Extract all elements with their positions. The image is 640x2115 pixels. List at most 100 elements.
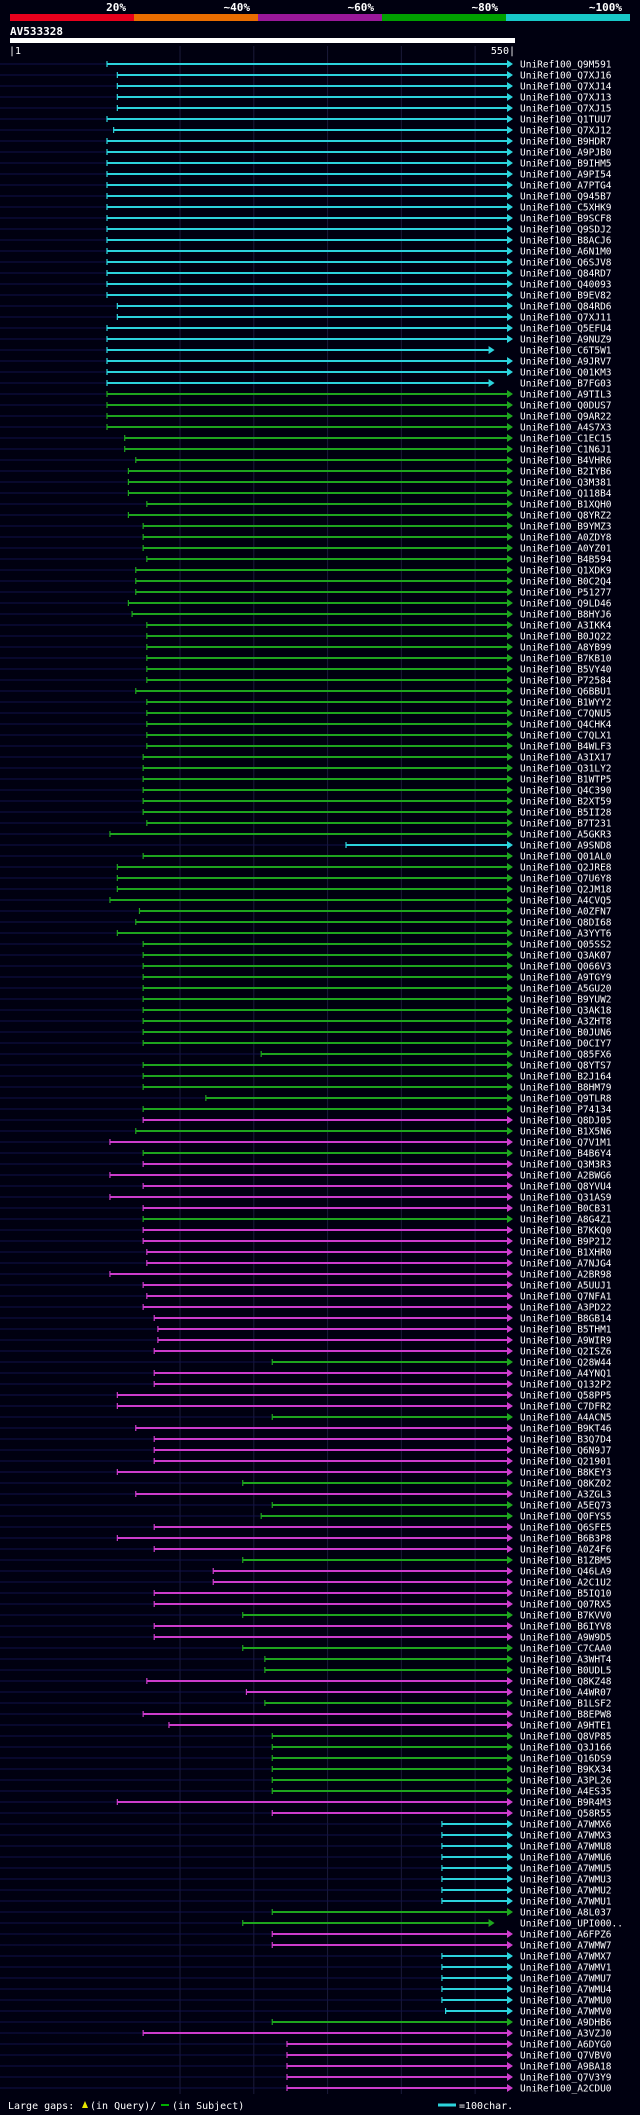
hit-label[interactable]: UniRef100_Q066V3 — [520, 962, 612, 973]
hit-label[interactable]: UniRef100_Q3AK18 — [520, 1006, 612, 1017]
hit-label[interactable]: UniRef100_A7WMU5 — [520, 1864, 612, 1875]
hit-label[interactable]: UniRef100_Q01AL0 — [520, 852, 612, 863]
hit-row[interactable]: UniRef100_B0UDL5 — [0, 1666, 612, 1677]
hit-label[interactable]: UniRef100_B7FG03 — [520, 379, 612, 390]
hit-label[interactable]: UniRef100_Q7XJ14 — [520, 82, 612, 93]
hit-label[interactable]: UniRef100_Q8YVU4 — [520, 1182, 612, 1193]
hit-row[interactable]: UniRef100_B4B594 — [0, 555, 612, 566]
hit-row[interactable]: UniRef100_C7QLX1 — [0, 731, 612, 742]
hit-row[interactable]: UniRef100_B9SCF8 — [0, 214, 612, 225]
hit-row[interactable]: UniRef100_C7CAA0 — [0, 1644, 612, 1655]
hit-label[interactable]: UniRef100_A9TIL3 — [520, 390, 612, 401]
hit-label[interactable]: UniRef100_Q7V1M1 — [520, 1138, 612, 1149]
hit-label[interactable]: UniRef100_Q58R55 — [520, 1809, 612, 1820]
hit-label[interactable]: UniRef100_Q7XJ11 — [520, 313, 612, 324]
hit-row[interactable]: UniRef100_A9WIR9 — [0, 1336, 612, 1347]
hit-label[interactable]: UniRef100_Q7NFA1 — [520, 1292, 612, 1303]
hit-label[interactable]: UniRef100_A7PTG4 — [520, 181, 612, 192]
hit-label[interactable]: UniRef100_Q3AK07 — [520, 951, 612, 962]
hit-label[interactable]: UniRef100_B0JUN6 — [520, 1028, 612, 1039]
hit-row[interactable]: UniRef100_A3IX17 — [0, 753, 612, 764]
hit-row[interactable]: UniRef100_A7NJG4 — [0, 1259, 612, 1270]
hit-label[interactable]: UniRef100_Q84RD6 — [520, 302, 612, 313]
hit-row[interactable]: UniRef100_Q8YTS7 — [0, 1061, 612, 1072]
hit-label[interactable]: UniRef100_Q07RX5 — [520, 1600, 612, 1611]
hit-row[interactable]: UniRef100_B9KX34 — [0, 1765, 612, 1776]
hit-row[interactable]: UniRef100_A7WMV1 — [0, 1963, 612, 1974]
hit-row[interactable]: UniRef100_P74134 — [0, 1105, 612, 1116]
hit-label[interactable]: UniRef100_C7QLX1 — [520, 731, 612, 742]
hit-row[interactable]: UniRef100_Q1XDK9 — [0, 566, 612, 577]
hit-row[interactable]: UniRef100_Q7V1M1 — [0, 1138, 612, 1149]
hit-row[interactable]: UniRef100_A4ES35 — [0, 1787, 612, 1798]
hit-row[interactable]: UniRef100_C1N6J1 — [0, 445, 612, 456]
hit-row[interactable]: UniRef100_Q9LD46 — [0, 599, 612, 610]
hit-row[interactable]: UniRef100_A5UUJ1 — [0, 1281, 612, 1292]
hit-row[interactable]: UniRef100_B8EPW8 — [0, 1710, 612, 1721]
hit-row[interactable]: UniRef100_B9KT46 — [0, 1424, 612, 1435]
hit-row[interactable]: UniRef100_B2XT59 — [0, 797, 612, 808]
hit-row[interactable]: UniRef100_A9PJB0 — [0, 148, 612, 159]
hit-label[interactable]: UniRef100_Q6N9J7 — [520, 1446, 612, 1457]
hit-row[interactable]: UniRef100_A8L037 — [0, 1908, 612, 1919]
hit-label[interactable]: UniRef100_A2BWG6 — [520, 1171, 612, 1182]
hit-row[interactable]: UniRef100_B6B3P8 — [0, 1534, 612, 1545]
hit-label[interactable]: UniRef100_A7WMX3 — [520, 1831, 612, 1842]
hit-label[interactable]: UniRef100_Q8YTS7 — [520, 1061, 612, 1072]
hit-label[interactable]: UniRef100_P72584 — [520, 676, 612, 687]
hit-label[interactable]: UniRef100_Q9M591 — [520, 60, 612, 71]
hit-row[interactable]: UniRef100_A7WMU0 — [0, 1996, 612, 2007]
hit-label[interactable]: UniRef100_B0UDL5 — [520, 1666, 612, 1677]
hit-row[interactable]: UniRef100_Q6N9J7 — [0, 1446, 612, 1457]
hit-label[interactable]: UniRef100_B8HM79 — [520, 1083, 612, 1094]
hit-row[interactable]: UniRef100_B0JUN6 — [0, 1028, 612, 1039]
hit-label[interactable]: UniRef100_B0CB31 — [520, 1204, 612, 1215]
hit-row[interactable]: UniRef100_Q066V3 — [0, 962, 612, 973]
hit-row[interactable]: UniRef100_Q3M3R3 — [0, 1160, 612, 1171]
hit-label[interactable]: UniRef100_A2CDU0 — [520, 2084, 612, 2095]
hit-label[interactable]: UniRef100_A0ZFN7 — [520, 907, 612, 918]
hit-row[interactable]: UniRef100_A4CVQ5 — [0, 896, 612, 907]
hit-row[interactable]: UniRef100_A9JRV7 — [0, 357, 612, 368]
hit-label[interactable]: UniRef100_B7T231 — [520, 819, 612, 830]
hit-row[interactable]: UniRef100_P51277 — [0, 588, 612, 599]
hit-label[interactable]: UniRef100_A8YB99 — [520, 643, 612, 654]
hit-row[interactable]: UniRef100_A7WMU1 — [0, 1897, 612, 1908]
hit-label[interactable]: UniRef100_Q7XJ13 — [520, 93, 612, 104]
hit-row[interactable]: UniRef100_A7WMU7 — [0, 1974, 612, 1985]
hit-row[interactable]: UniRef100_Q16DS9 — [0, 1754, 612, 1765]
hit-label[interactable]: UniRef100_A9HTE1 — [520, 1721, 612, 1732]
hit-label[interactable]: UniRef100_A9WIR9 — [520, 1336, 612, 1347]
hit-row[interactable]: UniRef100_A7WMU2 — [0, 1886, 612, 1897]
hit-label[interactable]: UniRef100_A4S7X3 — [520, 423, 612, 434]
hit-row[interactable]: UniRef100_B8ACJ6 — [0, 236, 612, 247]
hit-label[interactable]: UniRef100_A0Z4F6 — [520, 1545, 612, 1556]
hit-row[interactable]: UniRef100_B0CB31 — [0, 1204, 612, 1215]
hit-row[interactable]: UniRef100_Q0DUS7 — [0, 401, 612, 412]
hit-label[interactable]: UniRef100_B8ACJ6 — [520, 236, 612, 247]
hit-label[interactable]: UniRef100_B3Q7D4 — [520, 1435, 612, 1446]
hit-label[interactable]: UniRef100_A7WMU1 — [520, 1897, 612, 1908]
hit-label[interactable]: UniRef100_A7NJG4 — [520, 1259, 612, 1270]
hit-row[interactable]: UniRef100_Q31AS9 — [0, 1193, 612, 1204]
hit-row[interactable]: UniRef100_Q9AR22 — [0, 412, 612, 423]
hit-row[interactable]: UniRef100_Q85FX6 — [0, 1050, 612, 1061]
hit-row[interactable]: UniRef100_Q7XJ16 — [0, 71, 612, 82]
hit-label[interactable]: UniRef100_A3WHT4 — [520, 1655, 612, 1666]
hit-label[interactable]: UniRef100_A8G4Z1 — [520, 1215, 612, 1226]
hit-label[interactable]: UniRef100_Q2JRE8 — [520, 863, 612, 874]
hit-label[interactable]: UniRef100_B2IYB6 — [520, 467, 612, 478]
hit-row[interactable]: UniRef100_A6FPZ6 — [0, 1930, 612, 1941]
hit-label[interactable]: UniRef100_A9TGY9 — [520, 973, 612, 984]
hit-row[interactable]: UniRef100_B2IYB6 — [0, 467, 612, 478]
hit-label[interactable]: UniRef100_Q40093 — [520, 280, 612, 291]
hit-label[interactable]: UniRef100_A4ES35 — [520, 1787, 612, 1798]
hit-row[interactable]: UniRef100_A0ZDY8 — [0, 533, 612, 544]
hit-row[interactable]: UniRef100_Q9SDJ2 — [0, 225, 612, 236]
hit-label[interactable]: UniRef100_A7WMU6 — [520, 1853, 612, 1864]
hit-row[interactable]: UniRef100_B7KKQ0 — [0, 1226, 612, 1237]
hit-label[interactable]: UniRef100_P74134 — [520, 1105, 612, 1116]
hit-label[interactable]: UniRef100_A0ZDY8 — [520, 533, 612, 544]
hit-row[interactable]: UniRef100_B9YUW2 — [0, 995, 612, 1006]
hit-row[interactable]: UniRef100_Q7U6Y8 — [0, 874, 612, 885]
